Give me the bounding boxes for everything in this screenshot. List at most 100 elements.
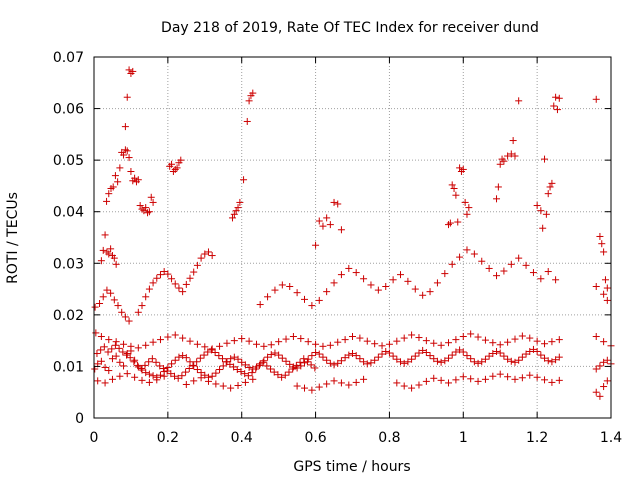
data-point — [296, 358, 304, 366]
data-point — [241, 378, 249, 386]
data-point — [97, 333, 105, 341]
data-point — [544, 268, 552, 276]
data-point — [496, 349, 504, 357]
data-point — [286, 282, 294, 290]
data-point — [134, 308, 142, 316]
data-point — [319, 353, 327, 361]
data-point — [385, 340, 393, 348]
data-point — [546, 183, 554, 191]
data-point — [110, 296, 118, 304]
data-point — [470, 250, 478, 258]
data-point — [121, 313, 129, 321]
data-point — [101, 379, 109, 387]
x-tick-label: 0.8 — [378, 430, 400, 446]
data-point — [179, 352, 187, 360]
data-point — [504, 338, 512, 346]
data-point — [171, 280, 179, 288]
data-point — [107, 245, 115, 253]
data-point — [97, 357, 105, 365]
axis-ticks: 0 0.01 0.02 0.03 0.04 0.05 0.06 0.07 0 0.2 0.4 0.6 0… — [53, 50, 622, 446]
data-point — [263, 362, 271, 370]
data-point — [93, 350, 101, 358]
data-point — [481, 336, 489, 344]
data-point — [179, 288, 187, 296]
data-point — [326, 221, 334, 229]
data-point — [463, 210, 471, 218]
data-point — [153, 376, 161, 384]
data-point — [105, 336, 113, 344]
data-point — [411, 285, 419, 293]
data-point — [112, 352, 120, 360]
data-point — [267, 341, 275, 349]
data-point — [465, 204, 473, 212]
data-point — [533, 337, 541, 345]
data-point — [228, 214, 236, 222]
data-point — [367, 359, 375, 367]
data-point — [292, 361, 300, 369]
data-point — [145, 358, 153, 366]
data-point — [323, 288, 331, 296]
data-point — [219, 362, 227, 370]
data-point — [267, 351, 275, 359]
data-point — [555, 94, 563, 102]
data-point — [408, 384, 416, 392]
data-point — [208, 372, 216, 380]
data-point — [450, 185, 458, 193]
data-point — [437, 376, 445, 384]
data-point — [400, 359, 408, 367]
data-point — [193, 261, 201, 269]
data-point — [485, 352, 493, 360]
data-point — [459, 165, 467, 173]
data-point — [537, 275, 545, 283]
y-tick-label: 0.04 — [53, 205, 84, 221]
data-point — [204, 348, 212, 356]
data-point — [415, 381, 423, 389]
data-point — [234, 382, 242, 390]
data-point — [367, 281, 375, 289]
data-point — [374, 353, 382, 361]
data-point — [196, 354, 204, 362]
data-point — [230, 363, 238, 371]
data-point — [129, 67, 137, 75]
data-point — [422, 337, 430, 345]
data-point — [515, 254, 523, 262]
data-point — [474, 333, 482, 341]
data-point — [541, 354, 549, 362]
x-tick-label: 1.4 — [600, 430, 622, 446]
data-point — [478, 358, 486, 366]
data-point — [603, 356, 611, 364]
data-point — [533, 347, 541, 355]
data-point — [186, 274, 194, 282]
data-point — [400, 334, 408, 342]
data-point — [105, 367, 113, 375]
data-point — [363, 337, 371, 345]
data-point — [193, 340, 201, 348]
data-point — [216, 366, 224, 374]
data-point — [243, 117, 251, 125]
data-point — [236, 198, 244, 206]
data-point — [175, 284, 183, 292]
data-point — [448, 351, 456, 359]
data-point — [175, 353, 183, 361]
data-point — [142, 369, 150, 377]
data-point — [190, 362, 198, 370]
data-point — [518, 353, 526, 361]
x-tick-label: 0 — [90, 430, 99, 446]
data-point — [125, 154, 133, 162]
data-point — [496, 341, 504, 349]
data-point — [349, 333, 356, 341]
data-point — [238, 335, 246, 343]
data-point — [182, 368, 190, 376]
data-point — [300, 359, 308, 367]
data-point — [153, 274, 161, 282]
data-point — [171, 356, 179, 364]
data-point — [163, 367, 171, 375]
data-point — [177, 156, 185, 164]
data-point — [308, 302, 316, 310]
data-point — [474, 359, 482, 367]
data-point — [446, 219, 454, 227]
data-point — [360, 375, 368, 383]
data-point — [201, 343, 209, 351]
data-point — [522, 261, 530, 269]
